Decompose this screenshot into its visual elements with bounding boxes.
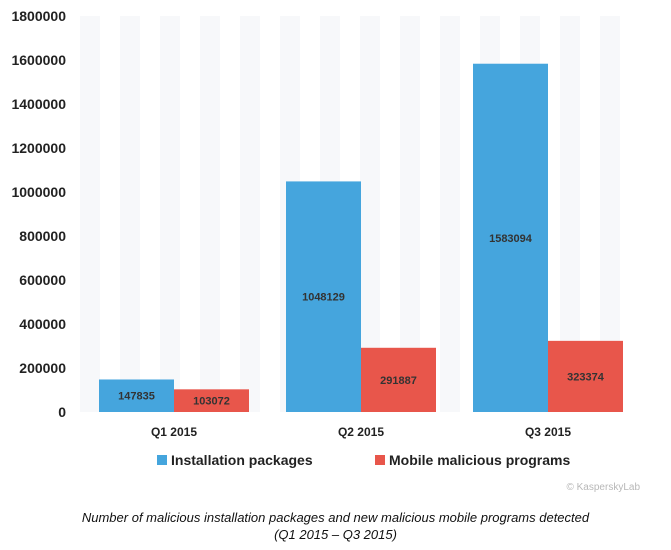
y-tick-label: 0 <box>58 404 66 420</box>
bar-chart: 0 200000 400000 600000 800000 1000000 1200000 1… <box>11 8 640 493</box>
kaspersky-watermark: © KasperskyLab <box>566 482 640 493</box>
bar-mobile-malicious-programs <box>548 340 623 412</box>
background-band <box>240 16 260 412</box>
caption-line-2: (Q1 2015 – Q3 2015) <box>274 527 397 542</box>
y-tick-label: 400000 <box>19 316 66 332</box>
bar-data-label: 1583094 <box>489 233 533 245</box>
background-band <box>440 16 460 412</box>
y-tick-label: 1800000 <box>11 8 66 24</box>
bar-data-label: 147835 <box>118 391 155 403</box>
bar-data-label: 291887 <box>380 375 417 387</box>
background-band <box>80 16 100 412</box>
background-band <box>360 16 380 412</box>
bar-mobile-malicious-programs <box>174 389 249 412</box>
y-tick-label: 600000 <box>19 272 66 288</box>
background-band <box>560 16 580 412</box>
y-tick-label: 200000 <box>19 360 66 376</box>
bar-mobile-malicious-programs <box>361 347 436 412</box>
legend: Installation packages Mobile malicious pr… <box>157 452 570 468</box>
chart-panel: 0 200000 400000 600000 800000 1000000 1200000 1… <box>11 8 641 493</box>
y-tick-label: 1400000 <box>11 96 66 112</box>
legend-swatch <box>375 455 385 465</box>
legend-item: Mobile malicious programs <box>375 452 570 468</box>
background-band <box>120 16 140 412</box>
caption-line-1: Number of malicious installation package… <box>81 510 590 525</box>
x-tick-label: Q1 2015 <box>151 425 197 439</box>
background-band <box>400 16 420 412</box>
y-tick-label: 1200000 <box>11 140 66 156</box>
y-axis-ticks: 0 200000 400000 600000 800000 1000000 1200000 1… <box>11 8 66 420</box>
y-tick-label: 800000 <box>19 228 66 244</box>
bar-installation-packages <box>99 379 174 412</box>
x-tick-label: Q2 2015 <box>338 425 384 439</box>
background-band <box>200 16 220 412</box>
bar-installation-packages <box>286 181 361 412</box>
y-tick-label: 1600000 <box>11 52 66 68</box>
bar-data-label: 323374 <box>567 371 605 383</box>
bar-data-label: 1048129 <box>302 292 345 304</box>
bar-installation-packages <box>473 63 548 412</box>
legend-swatch <box>157 455 167 465</box>
background-band <box>600 16 620 412</box>
bar-data-label: 103072 <box>193 396 230 408</box>
legend-item: Installation packages <box>157 452 313 468</box>
x-tick-label: Q3 2015 <box>525 425 571 439</box>
y-tick-label: 1000000 <box>11 184 66 200</box>
legend-label: Mobile malicious programs <box>389 452 570 468</box>
background-band <box>160 16 180 412</box>
legend-label: Installation packages <box>171 452 313 468</box>
x-axis-ticks: Q1 2015 Q2 2015 Q3 2015 <box>151 425 571 439</box>
bar-series: 147835 103072 1048129 291887 1583094 323374 <box>99 63 623 412</box>
figure-caption: Number of malicious installation package… <box>0 509 671 543</box>
